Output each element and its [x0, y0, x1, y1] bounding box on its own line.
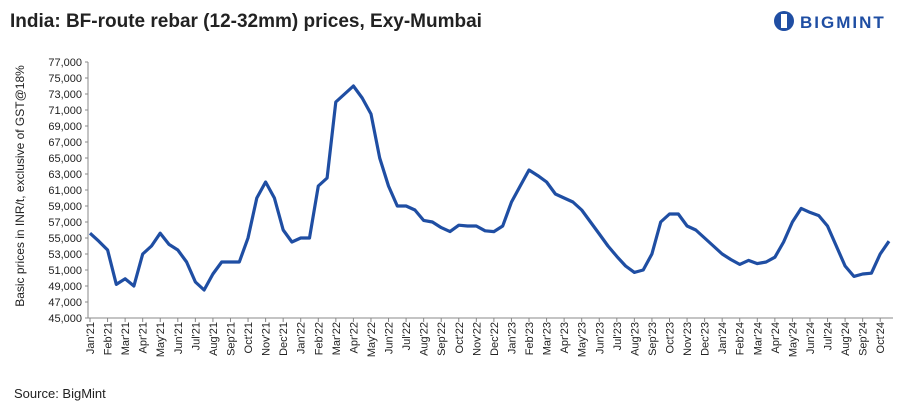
x-tick-label: Jan'22: [296, 322, 308, 354]
price-line: [88, 84, 891, 292]
chart-title: India: BF-route rebar (12-32mm) prices, …: [10, 11, 482, 32]
x-tick-label: Mar'22: [331, 322, 343, 355]
x-tick-label: Oct'23: [664, 322, 676, 353]
x-tick-label: Jul'21: [190, 322, 202, 350]
x-tick-label: Jun'24: [805, 322, 817, 354]
x-tick-label: Apr'22: [348, 322, 360, 353]
x-tick-label: Nov'23: [682, 322, 694, 356]
y-tick-label: 65,000: [48, 153, 82, 165]
x-tick-label: Aug'22: [419, 322, 431, 356]
x-tick-label: Oct'22: [454, 322, 466, 353]
x-tick-label: Apr'21: [138, 322, 150, 353]
y-tick-label: 67,000: [48, 137, 82, 149]
y-tick-label: 45,000: [48, 313, 82, 325]
x-tick-label: May'21: [155, 322, 167, 357]
y-tick-label: 47,000: [48, 297, 82, 309]
y-tick-label: 69,000: [48, 121, 82, 133]
x-tick-label: Apr'23: [559, 322, 571, 353]
x-tick-label: Dec'22: [489, 322, 501, 356]
x-tick-label: Sep'22: [436, 322, 448, 356]
x-tick-label: Feb'24: [735, 322, 747, 355]
x-tick-label: Aug'24: [840, 322, 852, 356]
y-tick-label: 57,000: [48, 217, 82, 229]
x-tick-label: Jun'22: [384, 322, 396, 354]
y-tick-label: 73,000: [48, 89, 82, 101]
x-tick-label: Mar'24: [752, 322, 764, 355]
y-tick-label: 71,000: [48, 105, 82, 117]
x-tick-label: Nov'22: [471, 322, 483, 356]
y-axis-label: Basic prices in INR/t, exclusive of GST@…: [13, 65, 27, 307]
logo-text: BIGMINT: [800, 13, 886, 32]
x-tick-label: Oct'24: [875, 322, 887, 353]
y-tick-label: 49,000: [48, 281, 82, 293]
x-tick-label: Dec'23: [700, 322, 712, 356]
y-tick-label: 55,000: [48, 233, 82, 245]
y-tick-label: 63,000: [48, 169, 82, 181]
x-tick-label: Jul'24: [823, 322, 835, 350]
x-tick-label: Jun'21: [173, 322, 185, 354]
y-tick-label: 51,000: [48, 265, 82, 277]
x-tick-label: Sep'21: [225, 322, 237, 356]
x-tick-label: Jun'23: [594, 322, 606, 354]
x-tick-label: Dec'21: [278, 322, 290, 356]
x-tick-label: Aug'21: [208, 322, 220, 356]
y-tick-label: 59,000: [48, 201, 82, 213]
y-tick-label: 61,000: [48, 185, 82, 197]
x-tick-label: Mar'23: [542, 322, 554, 355]
x-tick-label: Sep'23: [647, 322, 659, 356]
x-tick-label: Aug'23: [629, 322, 641, 356]
y-tick-label: 53,000: [48, 249, 82, 261]
x-tick-label: Feb'21: [103, 322, 115, 355]
logo: BIGMINT: [774, 11, 886, 32]
x-tick-label: Oct'21: [243, 322, 255, 353]
y-tick-label: 75,000: [48, 73, 82, 85]
source: Source: BigMint: [14, 386, 106, 401]
x-tick-label: Mar'21: [120, 322, 132, 355]
x-tick-label: Feb'23: [524, 322, 536, 355]
x-tick-label: Jul'22: [401, 322, 413, 350]
x-tick-label: May'24: [787, 322, 799, 357]
x-tick-label: Apr'24: [770, 322, 782, 353]
x-tick-label: Jul'23: [612, 322, 624, 350]
x-tick-label: Nov'21: [261, 322, 273, 356]
x-tick-label: Sep'24: [858, 322, 870, 356]
x-tick-label: Jan'24: [717, 322, 729, 354]
x-tick-label: May'23: [577, 322, 589, 357]
x-tick-label: Feb'22: [313, 322, 325, 355]
x-tick-label: Jan'23: [506, 322, 518, 354]
y-tick-label: 77,000: [48, 57, 82, 69]
x-tick-label: May'22: [366, 322, 378, 357]
logo-icon-bar: [781, 14, 787, 28]
x-tick-label: Jan'21: [85, 322, 97, 354]
